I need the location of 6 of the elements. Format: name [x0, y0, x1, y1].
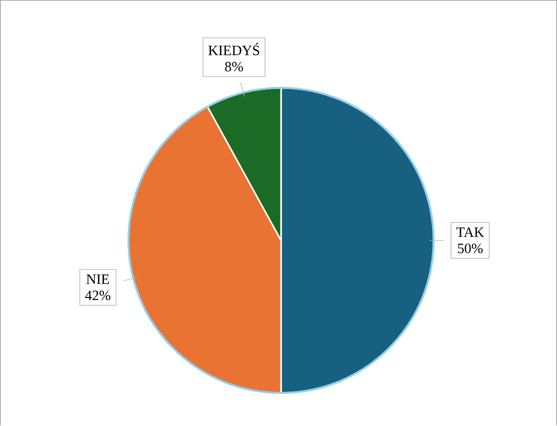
data-label: 42% [85, 290, 110, 300]
slice-label: TAK [456, 228, 484, 237]
slice-label: NIE [86, 274, 109, 284]
slice-label: KIEDYŚ [208, 42, 260, 56]
data-label: 8% [225, 62, 243, 72]
data-label: 50% [458, 244, 483, 254]
